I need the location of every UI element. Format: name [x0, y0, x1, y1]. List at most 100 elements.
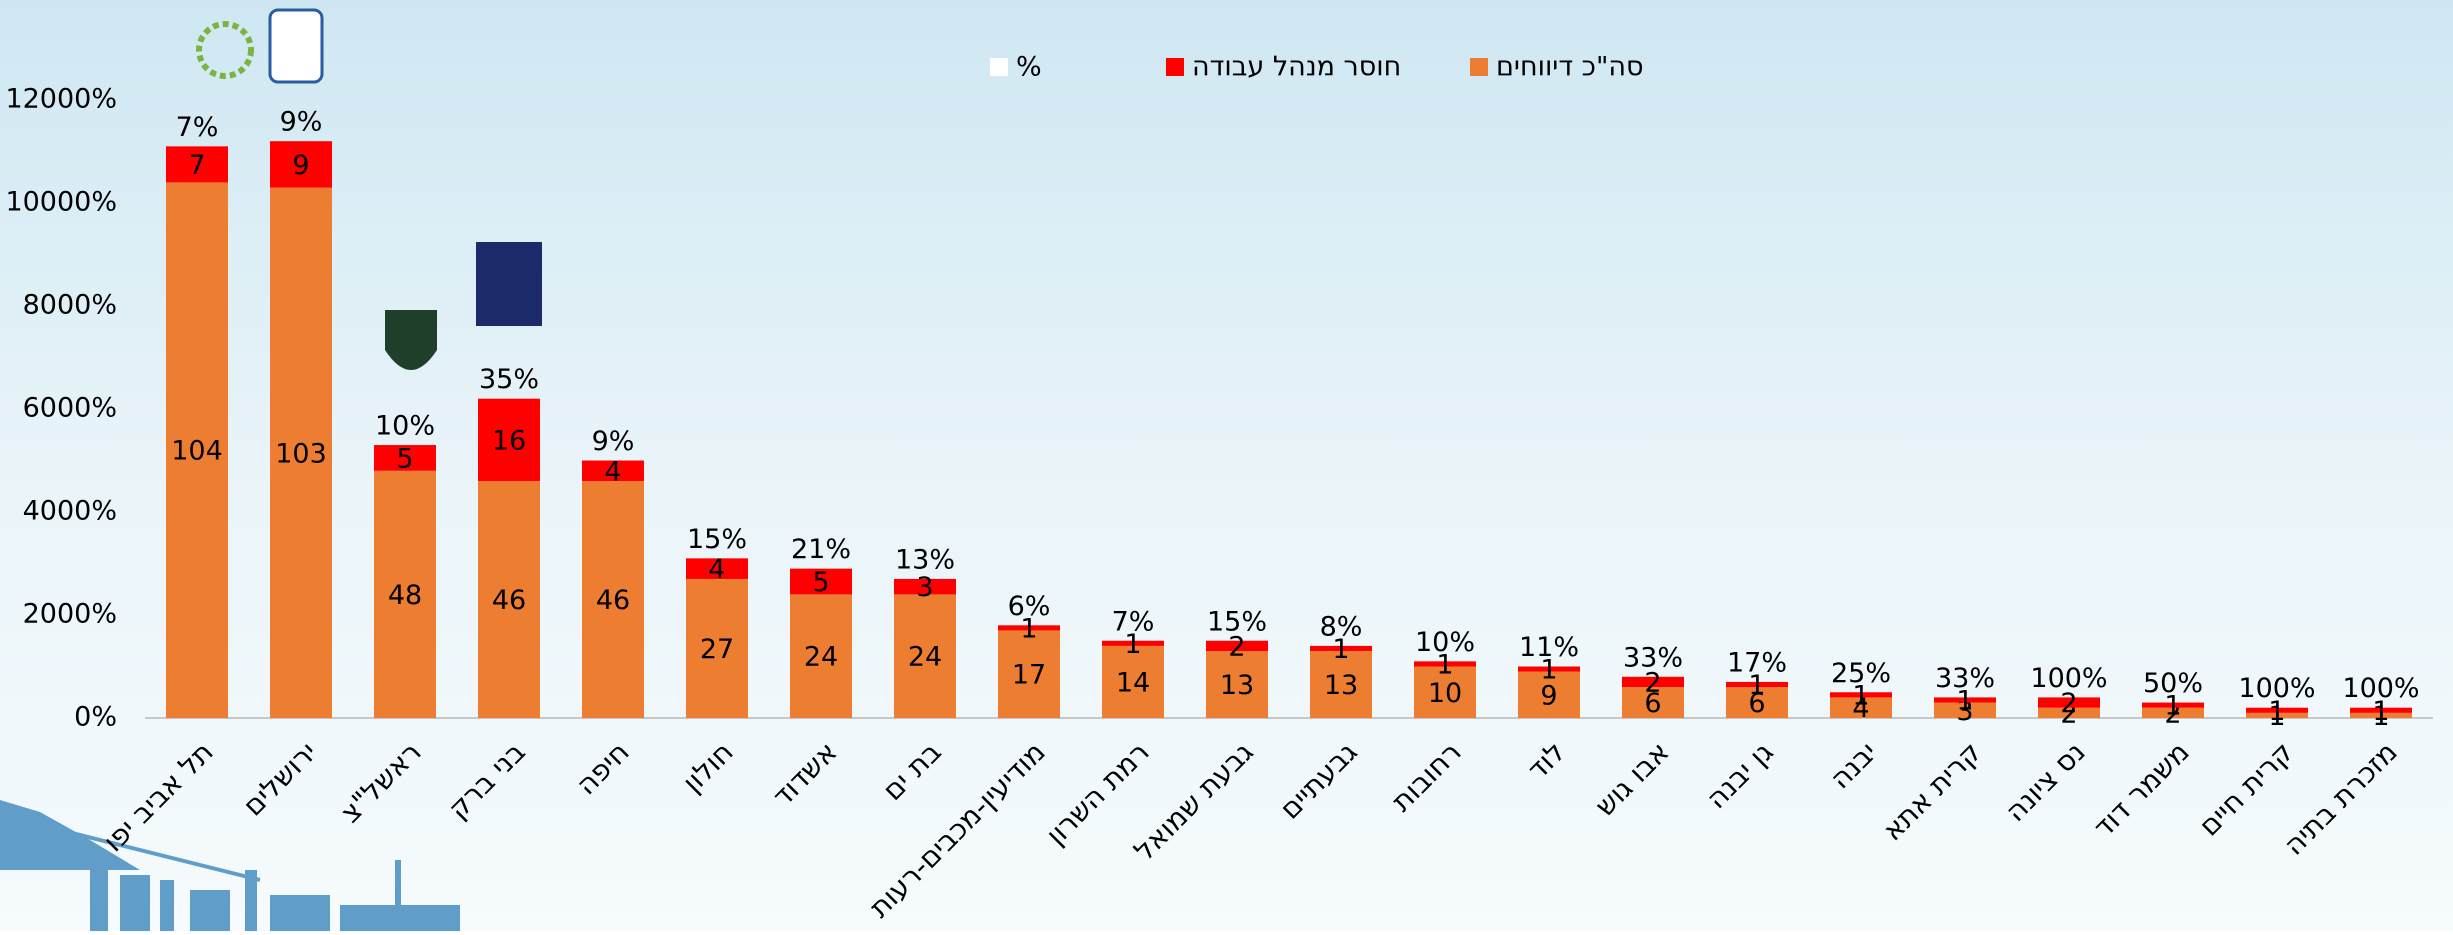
percent-label: 7%: [1112, 606, 1155, 637]
y-tick-label: 12000%: [5, 84, 117, 115]
bar-segment: [894, 594, 956, 718]
legend-swatch: [1470, 58, 1488, 76]
y-tick-label: 0%: [74, 702, 117, 733]
percent-label: 21%: [791, 534, 851, 565]
data-label: 4: [604, 456, 621, 487]
bar-segment: [270, 141, 332, 188]
percent-label: 13%: [895, 544, 955, 575]
logos: [196, 8, 542, 370]
data-label: 16: [492, 425, 526, 456]
data-label: 2: [2060, 688, 2077, 719]
bar-segment: [998, 625, 1060, 631]
bar-segment: [998, 630, 1060, 718]
data-label: 1: [1332, 634, 1349, 665]
percent-label: 6%: [1008, 591, 1051, 622]
bar-segment: [1518, 671, 1580, 718]
data-label: 14: [1116, 667, 1150, 698]
data-label: 1: [1124, 629, 1141, 660]
data-label: 6: [1748, 688, 1765, 719]
data-label: 24: [908, 642, 942, 673]
city-decoration: [0, 800, 460, 931]
bar-segment: [2142, 707, 2204, 718]
legend-swatch: [990, 58, 1008, 76]
data-label: 1: [1748, 670, 1765, 701]
data-label: 6: [1644, 688, 1661, 719]
data-label: 1: [1020, 613, 1037, 644]
percent-label: 11%: [1519, 632, 1579, 663]
data-label: 17: [1012, 660, 1046, 691]
data-label: 13: [1220, 670, 1254, 701]
percent-label: 100%: [2238, 673, 2315, 704]
percent-label: 9%: [592, 426, 635, 457]
percent-label: 35%: [479, 364, 539, 395]
bar-segment: [478, 481, 540, 718]
y-tick-label: 8000%: [23, 290, 117, 321]
bar-segment: [582, 460, 644, 482]
bar-segment: [686, 558, 748, 579]
data-label: 3: [1956, 696, 1973, 727]
percent-label: 33%: [1623, 642, 1683, 673]
data-label: 2: [1228, 631, 1245, 662]
data-label: 1: [1540, 655, 1557, 686]
bar-segment: [1310, 645, 1372, 652]
bar-segment: [1102, 645, 1164, 718]
percent-label: 10%: [375, 411, 435, 442]
legend-label: סה"כ דיווחים: [1496, 52, 1644, 83]
percent-label: 15%: [687, 524, 747, 555]
percent-label: 8%: [1320, 611, 1363, 642]
bar-segment: [1830, 692, 1892, 698]
bar-segment: [2142, 702, 2204, 708]
bar-segment: [2038, 707, 2100, 718]
data-label: 1: [2372, 696, 2389, 727]
bar-segment: [166, 182, 228, 718]
data-label: 46: [492, 585, 526, 616]
bar-segment: [1830, 697, 1892, 718]
percent-label: 17%: [1727, 647, 1787, 678]
data-label: 13: [1324, 670, 1358, 701]
bar-segment: [1934, 697, 1996, 703]
bar-segment: [1622, 687, 1684, 718]
data-label: 1: [1956, 685, 1973, 716]
data-label: 1: [2164, 691, 2181, 722]
y-tick-label: 6000%: [23, 393, 117, 424]
data-label: 103: [275, 438, 327, 469]
data-label: 24: [804, 642, 838, 673]
legend-label: %: [1016, 52, 1042, 83]
bar-segment: [478, 398, 540, 482]
bar-segment: [2350, 707, 2412, 713]
percent-label: 100%: [2030, 663, 2107, 694]
data-label: 10: [1428, 678, 1462, 709]
data-label: 4: [1852, 693, 1869, 724]
bar-segment: [790, 568, 852, 595]
bar-segment: [790, 594, 852, 718]
bar-segment: [1726, 687, 1788, 718]
y-tick-label: 4000%: [23, 496, 117, 527]
legend-label: חוסר מנהל עבודה: [1192, 52, 1401, 83]
data-label: 27: [700, 634, 734, 665]
data-label: 1: [2268, 696, 2285, 727]
bar-segment: [1310, 651, 1372, 718]
bar-segment: [1102, 640, 1164, 646]
data-label: 1: [1436, 649, 1453, 680]
bar-segment: [2246, 712, 2308, 718]
bar-segment: [2350, 712, 2412, 718]
data-label: 48: [388, 580, 422, 611]
percent-label: 10%: [1415, 627, 1475, 658]
bar-segment: [270, 187, 332, 719]
data-label: 2: [1644, 667, 1661, 698]
data-label: 3: [916, 572, 933, 603]
data-label: 46: [596, 585, 630, 616]
bar-segment: [1518, 666, 1580, 672]
bar-segment: [1414, 661, 1476, 667]
data-label: 104: [171, 436, 223, 467]
data-label: 5: [396, 443, 413, 474]
percent-label: 15%: [1207, 606, 1267, 637]
data-label: 7: [188, 150, 205, 181]
data-label: 9: [1540, 680, 1557, 711]
legend-swatch: [1166, 58, 1184, 76]
bar-segment: [1726, 681, 1788, 688]
percent-label: 25%: [1831, 658, 1891, 689]
bar-segment: [1206, 651, 1268, 718]
data-label: 5: [812, 567, 829, 598]
